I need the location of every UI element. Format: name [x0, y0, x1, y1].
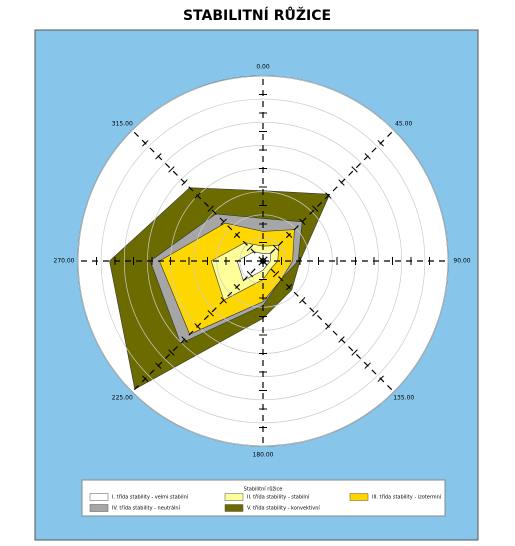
axis-tick	[194, 323, 201, 330]
center-mark	[260, 258, 266, 264]
axis-tick	[233, 231, 241, 239]
axis-tick	[168, 166, 175, 173]
legend-swatch	[89, 493, 109, 501]
axis-tick	[220, 218, 227, 225]
angle-label: 90.00	[453, 258, 470, 265]
axis-tick	[233, 283, 241, 291]
axis-tick	[246, 244, 254, 252]
angle-label: 180.00	[253, 452, 274, 459]
axis-tick	[142, 375, 149, 382]
axis-tick	[312, 205, 319, 212]
axis-tick	[207, 310, 214, 317]
axis-tick	[351, 349, 358, 356]
axis-tick	[155, 153, 162, 160]
axis-tick	[351, 166, 358, 173]
legend-swatch	[224, 493, 244, 501]
angle-label: 315.00	[112, 120, 133, 127]
legend-box	[81, 479, 446, 517]
axis-tick	[272, 244, 280, 252]
axis-tick	[364, 153, 371, 160]
axis-tick	[325, 192, 332, 199]
axis-tick	[194, 192, 201, 199]
angle-label: 225.00	[112, 395, 133, 402]
legend-label: III. třída stability - izotermní	[372, 494, 442, 501]
angle-label: 135.00	[393, 395, 414, 402]
grid-ring	[77, 75, 449, 447]
axis-tick	[285, 283, 293, 291]
axis-tick	[246, 270, 254, 278]
axis-tick	[377, 375, 384, 382]
axis-tick	[338, 179, 345, 186]
axis-tick	[168, 349, 175, 356]
axis-tick	[155, 362, 162, 369]
legend-swatch	[349, 493, 369, 501]
axis-tick	[338, 336, 345, 343]
axis-tick	[299, 218, 306, 225]
angle-label: 0.00	[256, 64, 270, 71]
legend-title: Stabilitní růžice	[244, 486, 283, 493]
axis-tick	[272, 270, 280, 278]
axis-tick	[364, 362, 371, 369]
axis-tick	[207, 205, 214, 212]
axis-tick	[285, 231, 293, 239]
angle-label: 45.00	[395, 120, 412, 127]
grid-ring	[100, 98, 426, 424]
axis-tick	[220, 297, 227, 304]
axis-tick	[181, 179, 188, 186]
grid-ring	[123, 121, 403, 401]
axis-tick	[325, 323, 332, 330]
axis-tick	[181, 336, 188, 343]
legend-label: V. třída stability - konvektivní	[247, 505, 320, 512]
legend-label: IV. třída stability - neutrální	[112, 505, 181, 512]
chart-title: STABILITNÍ RŮŽICE	[183, 6, 331, 24]
legend-label: I. třída stability - velmi stabilní	[112, 494, 189, 501]
axis-tick	[312, 310, 319, 317]
axis-tick	[299, 297, 306, 304]
legend-swatch	[224, 504, 244, 512]
axis-tick	[377, 140, 384, 147]
axis-tick	[142, 140, 149, 147]
angle-label: 270.00	[54, 258, 75, 265]
legend-swatch	[89, 504, 109, 512]
legend-label: II. třída stability - stabilní	[247, 494, 310, 501]
